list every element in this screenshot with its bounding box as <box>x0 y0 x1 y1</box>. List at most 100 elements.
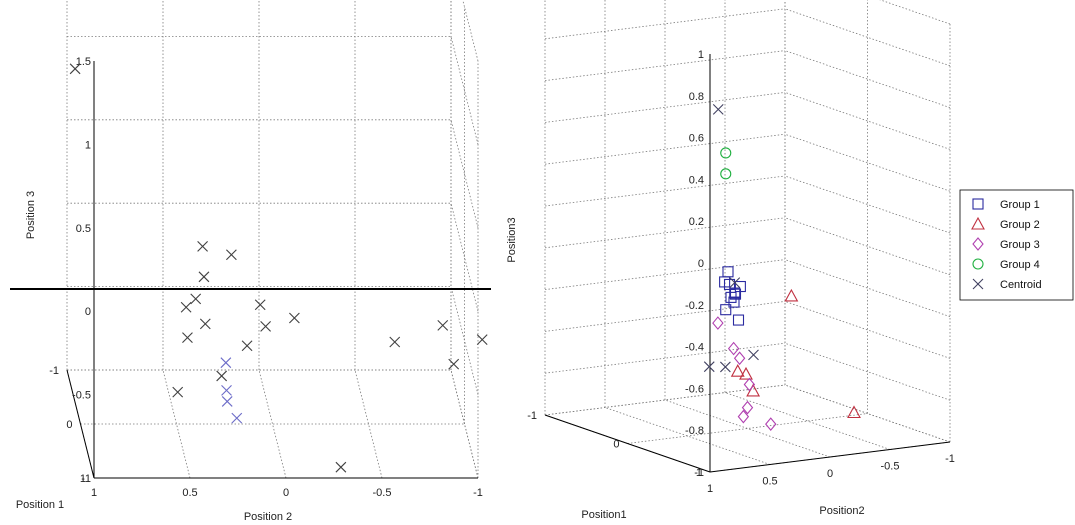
legend: Group 1 Group 2 Group 3 Group 4 Centroid <box>959 189 1074 301</box>
grid-line-y <box>162 369 191 479</box>
grid-line-z <box>544 175 786 207</box>
group-point-marker <box>720 168 732 180</box>
grid-line-z <box>784 50 951 108</box>
grid-line-z <box>544 50 786 81</box>
group-point-marker <box>729 277 741 288</box>
grid-line-z <box>544 133 786 165</box>
grid-line-z <box>784 342 951 401</box>
grid-line-z <box>784 217 951 276</box>
grid-line-z <box>784 8 951 67</box>
grid-line-z <box>544 342 786 374</box>
grid-line-y <box>724 392 891 450</box>
group-point-marker <box>703 361 715 373</box>
z-tick-label: 1 <box>698 49 704 61</box>
z-tick-label: 0.4 <box>689 174 704 186</box>
data-point-marker <box>260 320 271 332</box>
grid-line-y <box>450 369 479 479</box>
group-point-marker <box>720 147 732 159</box>
grid-line-z <box>450 203 479 312</box>
z-tick-label: 0 <box>698 258 704 270</box>
y-tick-label: 1 <box>91 487 97 499</box>
group-point-marker <box>737 409 750 424</box>
z-tick-label: 1 <box>85 139 91 151</box>
grid-line-z <box>544 217 786 249</box>
z-tick-label: -0.6 <box>685 383 704 395</box>
grid-line-z <box>544 259 786 290</box>
data-point-marker <box>241 340 253 352</box>
data-point-marker <box>389 336 401 348</box>
grid-line-y <box>784 384 951 443</box>
data-point-marker <box>216 370 228 382</box>
legend-marker <box>972 237 984 251</box>
grid-line-z <box>544 92 786 123</box>
data-points <box>703 104 861 431</box>
axis-labels: Position1 Position2 Position3 <box>506 217 865 521</box>
axes <box>66 61 478 479</box>
legend-marker <box>972 258 984 270</box>
data-point-marker <box>448 358 460 370</box>
grid-line-y <box>664 399 831 458</box>
legend-box <box>959 189 1074 301</box>
grid-line-z <box>784 92 951 150</box>
y-axis-label: Position2 <box>819 505 864 517</box>
group-point-marker <box>729 288 742 300</box>
data-points <box>69 63 488 473</box>
grid-line-z <box>450 286 479 395</box>
z-axis-label: Position 3 <box>25 191 37 239</box>
legend-marker <box>971 216 985 230</box>
data-point-marker <box>190 293 202 305</box>
legend-marker <box>972 198 984 210</box>
x-tick-label: -1 <box>49 365 59 377</box>
legend-entry-label: Centroid <box>1000 279 1042 291</box>
x-tick-label: 1 <box>80 473 86 485</box>
group-point-marker <box>732 314 745 326</box>
z-tick-label: 0.8 <box>689 91 704 103</box>
grid-line-z <box>544 301 786 332</box>
x-axis-label: Position1 <box>581 509 626 521</box>
data-point-marker <box>221 396 233 407</box>
group-point-marker <box>712 104 724 115</box>
grid-line-y <box>354 369 383 479</box>
group-point-marker <box>741 400 754 415</box>
x-tick-label: -1 <box>527 410 537 422</box>
data-point-marker <box>254 299 266 311</box>
data-point-marker <box>231 412 243 424</box>
y-tick-label: 0.5 <box>762 476 777 488</box>
x-axis <box>66 369 95 479</box>
z-tick-label: -0.8 <box>685 425 704 437</box>
y-tick-label: -1 <box>473 487 483 499</box>
y-tick-label: -0.5 <box>373 487 392 499</box>
data-point-marker <box>289 312 300 324</box>
group-point-marker <box>712 316 724 330</box>
data-point-marker <box>172 386 184 398</box>
tick-labels: 1.510.50-0.5-110-11 0.5 0 -0.5 -1 <box>49 56 483 499</box>
data-point-marker <box>476 334 488 346</box>
grid <box>66 0 479 479</box>
legend-entry-label: Group 2 <box>1000 219 1040 231</box>
group-point-marker <box>730 364 745 377</box>
z-tick-label: 0.5 <box>76 223 91 235</box>
group-point-marker <box>743 377 756 392</box>
group-point-marker <box>765 417 777 431</box>
group-point-marker <box>727 341 740 356</box>
grid-line-z <box>879 0 951 25</box>
legend-entry-label: Group 1 <box>1000 199 1040 211</box>
group-point-marker <box>719 361 731 373</box>
group-point-marker <box>739 366 753 380</box>
data-point-marker <box>199 318 211 330</box>
z-tick-label: -1 <box>694 467 704 479</box>
z-tick-label: -1 <box>81 473 91 485</box>
z-tick-label: 0.6 <box>689 133 704 145</box>
data-point-marker <box>69 63 81 75</box>
grid-line-z <box>462 0 479 62</box>
z-tick-label: -0.2 <box>685 300 704 312</box>
legend-entry-label: Group 3 <box>1000 239 1040 251</box>
grid-line-z <box>544 8 786 40</box>
axes <box>544 54 951 473</box>
grid-line-z <box>784 259 951 317</box>
grid-line-z <box>784 301 951 359</box>
group-point-marker <box>723 278 736 291</box>
data-point-marker <box>220 357 232 369</box>
